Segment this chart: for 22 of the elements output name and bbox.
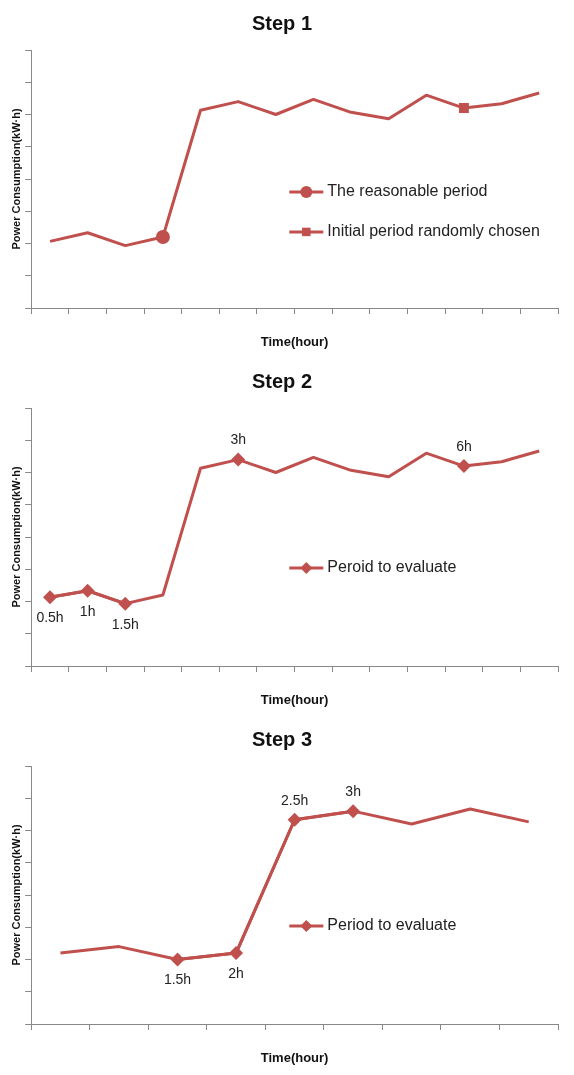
annotation: 3h xyxy=(230,431,246,448)
y-axis-title: Power Consumption(kW·h) xyxy=(9,466,22,608)
annotation: 1.5h xyxy=(111,615,139,632)
chart-title: Step 2 xyxy=(251,369,313,392)
legend-label: Period to evaluate xyxy=(327,916,457,934)
y-axis-title: Power Consumption(kW·h) xyxy=(9,824,22,966)
legend-label: Peroid to evaluate xyxy=(327,558,457,576)
x-axis-title: Time(hour) xyxy=(260,1049,329,1065)
legend-label: The reasonable period xyxy=(327,182,488,200)
y-axis-title: Power Consumption(kW·h) xyxy=(9,108,22,250)
chart-title: Step 3 xyxy=(251,727,313,750)
legend-label: Initial period randomly chosen xyxy=(327,222,540,240)
annotation: 1h xyxy=(79,602,96,619)
annotation: 2.5h xyxy=(280,791,309,808)
annotation: 1.5h xyxy=(163,971,192,988)
annotation: 2h xyxy=(228,964,244,981)
annotation: 6h xyxy=(456,437,472,454)
x-axis-title: Time(hour) xyxy=(260,691,329,707)
annotation: 3h xyxy=(345,783,361,800)
x-axis-title: Time(hour) xyxy=(260,333,329,349)
chart-title: Step 1 xyxy=(251,11,313,34)
annotation: 0.5h xyxy=(36,609,64,626)
